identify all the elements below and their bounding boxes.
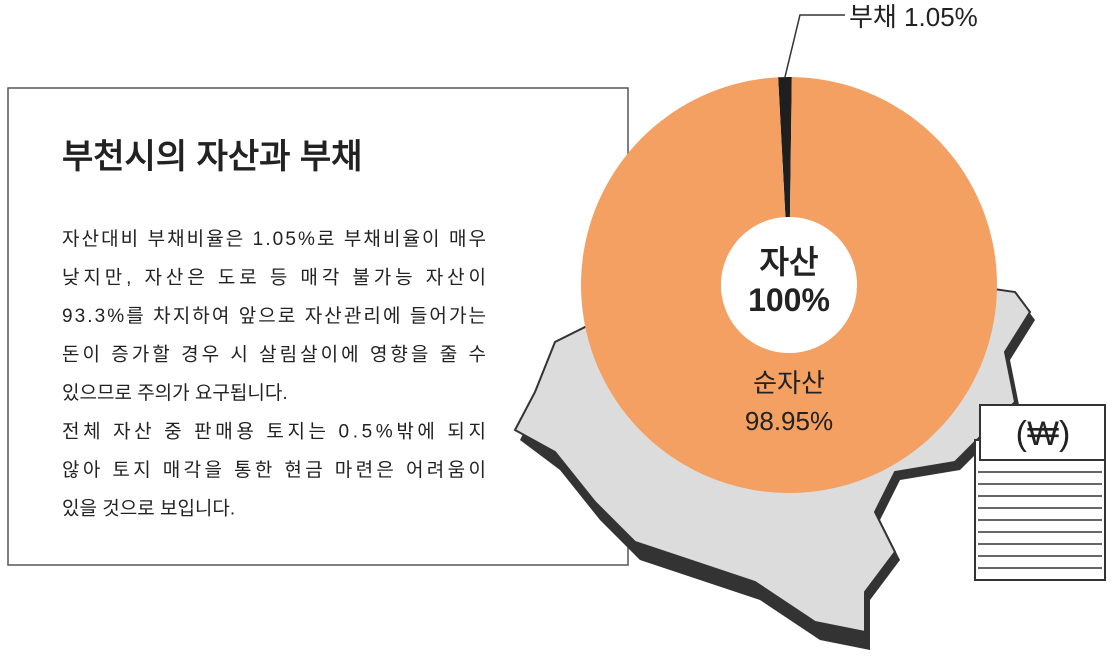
description-line: 있으므로 주의가 요구됩니다. — [62, 382, 288, 404]
title: 부천시의 자산과 부채 — [62, 138, 362, 176]
category-label: 순자산 — [753, 368, 825, 398]
svg-text:(₩): (₩) — [1016, 415, 1071, 453]
description-line: 돈이 증가할 경우 시 살림살이에 영향을 줄 수 — [62, 344, 486, 366]
description-line: 93.3%를 차지하여 앞으로 자산관리에 들어가는 — [62, 305, 486, 327]
description-line: 있을 것으로 보입니다. — [62, 498, 235, 520]
description-line: 전체 자산 중 판매용 토지는 0.5%밖에 되지 — [62, 421, 486, 443]
category-label: 부채 — [849, 2, 897, 32]
description-line: 자산대비 부채비율은 1.05%로 부채비율이 매우 — [62, 228, 486, 250]
leader-line — [784, 14, 845, 78]
pie-slice — [581, 77, 998, 493]
slice-label: 부채 1.05% — [849, 2, 978, 32]
pie-slice — [778, 77, 792, 218]
center-circle — [721, 217, 857, 353]
description-line: 낮지만, 자산은 도로 등 매각 불가능 자산이 — [62, 267, 486, 289]
text-box — [7, 87, 629, 566]
center-title: 자산 — [760, 244, 819, 280]
value-label: 1.05% — [904, 2, 978, 32]
value-label: 98.95% — [745, 406, 833, 436]
center-value: 100% — [748, 282, 830, 318]
money-icon: (₩) — [974, 404, 1106, 581]
